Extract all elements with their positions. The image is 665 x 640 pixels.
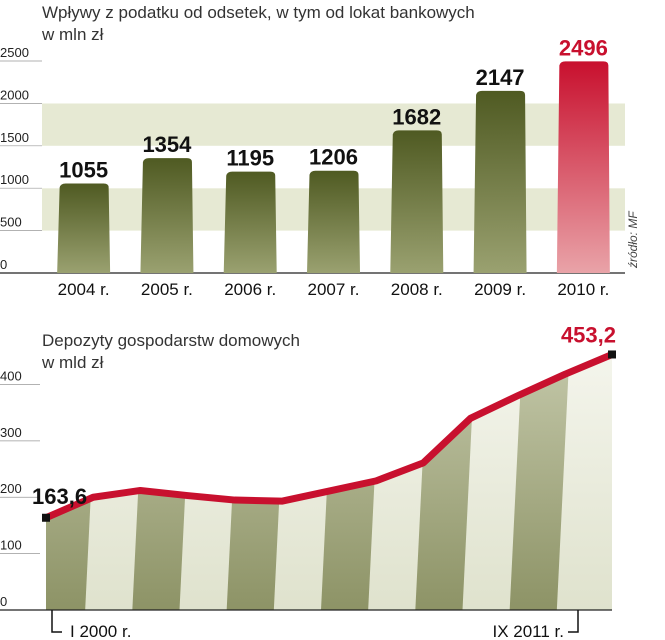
bar-value-label: 1195 <box>226 146 274 171</box>
x-start-bracket <box>51 610 62 633</box>
bar-2007 <box>307 170 360 273</box>
end-point <box>608 350 616 359</box>
x-category-label: 2006 r. <box>224 280 276 299</box>
y-tick-label: 1000 <box>0 172 29 187</box>
deposits-y-axis: 0 100 200 300 400 <box>0 368 612 611</box>
bar-2004 <box>57 183 111 273</box>
bar-value-labels: 1055 1354 1195 1206 1682 2147 2496 <box>59 35 608 182</box>
deposits-chart-title: Depozyty gospodarstw domowych <box>42 331 300 350</box>
start-point <box>42 513 50 522</box>
y-tick-label: 200 <box>0 481 22 496</box>
deposits-line <box>42 350 616 522</box>
deposits-chart: Depozyty gospodarstw domowych w mld zł 0… <box>0 322 616 640</box>
x-category-label: 2010 r. <box>557 280 609 299</box>
bar-value-label: 1354 <box>142 132 192 157</box>
x-category-label: 2004 r. <box>58 280 110 299</box>
bar-2010 <box>556 61 610 273</box>
x-category-label: 2008 r. <box>391 280 443 299</box>
bar-chart-unit: w mln zł <box>41 25 104 44</box>
bar-value-label: 1055 <box>59 158 108 183</box>
x-category-label: 2009 r. <box>474 280 526 299</box>
y-tick-label: 1500 <box>0 130 29 145</box>
deposits-endpoints: 163,6 453,2 <box>32 322 616 522</box>
x-end-label: IX 2011 r. <box>492 622 564 640</box>
end-value-label: 453,2 <box>561 322 616 347</box>
start-value-label: 163,6 <box>32 484 87 509</box>
bar-value-label: 1206 <box>309 145 358 170</box>
x-start-label: I 2000 r. <box>70 622 131 640</box>
y-tick-label: 0 <box>0 594 7 609</box>
bar-series <box>57 61 610 273</box>
bar-value-label: 2147 <box>476 65 525 90</box>
grid-band <box>42 103 625 146</box>
y-tick-label: 500 <box>0 215 22 230</box>
bar-x-axis: 2004 r. 2005 r. 2006 r. 2007 r. 2008 r. 2009 … <box>58 280 610 299</box>
bar-chart: Wpływy z podatku od odsetek, w tym od lo… <box>0 3 640 299</box>
y-tick-label: 2000 <box>0 87 29 102</box>
y-tick-label: 0 <box>0 257 7 272</box>
x-category-label: 2007 r. <box>308 280 360 299</box>
bar-2008 <box>390 130 444 273</box>
grid-band <box>42 61 625 104</box>
bar-2005 <box>140 158 194 273</box>
bar-value-label: 2496 <box>559 35 608 60</box>
y-tick-label: 100 <box>0 538 22 553</box>
x-end-bracket <box>568 610 579 633</box>
bar-2009 <box>473 90 527 273</box>
bar-2006 <box>223 171 277 273</box>
source-note: źródło: MF <box>626 211 640 269</box>
bar-chart-title: Wpływy z podatku od odsetek, w tym od lo… <box>42 3 475 22</box>
deposits-background <box>46 354 612 610</box>
y-tick-label: 300 <box>0 425 22 440</box>
deposits-series <box>42 350 616 522</box>
bar-value-label: 1682 <box>392 104 441 129</box>
deposits-chart-unit: w mld zł <box>41 353 104 372</box>
y-tick-label: 400 <box>0 368 22 383</box>
deposits-x-axis: I 2000 r. IX 2011 r. <box>51 610 579 640</box>
x-category-label: 2005 r. <box>141 280 193 299</box>
y-tick-label: 2500 <box>0 45 29 60</box>
